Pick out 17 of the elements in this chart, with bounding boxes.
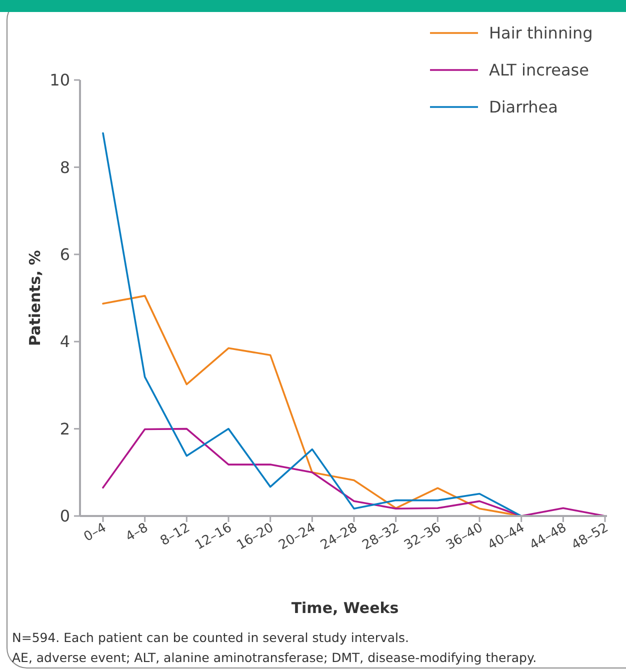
line-series	[102, 428, 606, 517]
x-tick-label: 4–8	[123, 520, 151, 545]
text: AE, adverse event; ALT, alanine aminotransferase; DMT, disease-modifying therapy.	[12, 650, 537, 665]
y-axis-title: Patients, %	[26, 250, 44, 346]
y-tick-label: 2	[60, 419, 70, 438]
y-tick-label: 0	[60, 506, 70, 526]
x-tick-label: 0–4	[82, 520, 109, 545]
x-axis-title: Time, Weeks	[291, 599, 399, 617]
y-tick-label: 8	[60, 158, 70, 177]
y-tick-label: 6	[60, 245, 70, 264]
y-tick-label: 4	[60, 332, 70, 352]
legend-label: Diarrhea	[489, 98, 558, 117]
x-tick-label: 8–12	[158, 520, 193, 550]
text: N=594. Each patient can be counted in several study intervals.	[12, 630, 409, 645]
y-tick-label: 10	[50, 70, 70, 90]
legend-label: Hair thinning	[489, 24, 593, 43]
legend-label: ALT increase	[489, 60, 589, 80]
